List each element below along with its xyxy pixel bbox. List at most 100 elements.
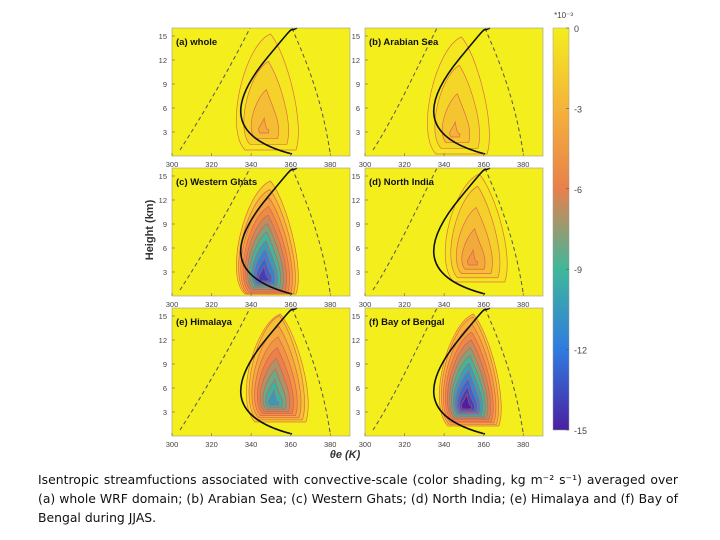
y-tick-label: 3 bbox=[356, 128, 360, 137]
x-tick-label: 340 bbox=[438, 300, 451, 309]
x-axis-label: θe (K) bbox=[330, 449, 361, 461]
theta-e-profile bbox=[239, 27, 298, 155]
panel-frame bbox=[171, 307, 351, 437]
x-tick-label: 320 bbox=[398, 440, 411, 449]
panel-frame bbox=[171, 27, 351, 157]
y-tick-label: 6 bbox=[356, 244, 360, 253]
y-tick-label: 9 bbox=[356, 360, 360, 369]
panel-frame bbox=[364, 307, 544, 437]
theta-e-profile bbox=[239, 167, 298, 295]
x-tick-label: 320 bbox=[398, 300, 411, 309]
x-tick-label: 300 bbox=[166, 160, 179, 169]
y-tick-label: 12 bbox=[352, 336, 360, 345]
contour-level bbox=[441, 93, 470, 144]
x-tick-label: 300 bbox=[166, 440, 179, 449]
x-tick-label: 320 bbox=[205, 160, 218, 169]
x-tick-label: 380 bbox=[517, 160, 530, 169]
y-tick-label: 15 bbox=[352, 312, 360, 321]
panel-e: (e) Himalaya 3 6 9 12 15 300 320 340 360 380 bbox=[159, 307, 351, 449]
x-tick-label: 380 bbox=[324, 440, 337, 449]
panel-d: (d) North India 3 6 9 12 15 300 320 340 360 380 bbox=[352, 167, 544, 309]
contour-level bbox=[258, 116, 270, 134]
panel-frame bbox=[171, 167, 351, 297]
y-tick-label: 9 bbox=[163, 360, 167, 369]
panel-c: (c) Western Ghats 3 6 9 12 15 300 320 340 360 380 bbox=[159, 167, 351, 309]
y-tick-label: 6 bbox=[356, 384, 360, 393]
x-tick-label: 340 bbox=[245, 300, 258, 309]
colorbar-tick-label: -6 bbox=[574, 185, 582, 195]
dashed-envelope bbox=[372, 27, 524, 153]
theta-e-profile bbox=[432, 27, 491, 155]
panel-title: (c) Western Ghats bbox=[176, 177, 257, 188]
y-tick-label: 9 bbox=[163, 220, 167, 229]
contour-level bbox=[449, 120, 461, 138]
colorbar-tick-label: -9 bbox=[574, 265, 582, 275]
x-tick-label: 300 bbox=[359, 160, 372, 169]
y-tick-label: 3 bbox=[163, 408, 167, 417]
y-tick-label: 6 bbox=[356, 104, 360, 113]
panel-frame bbox=[364, 167, 544, 297]
x-tick-label: 360 bbox=[477, 440, 490, 449]
panel-a: (a) whole 3 6 9 12 15 300 320 340 360 380 bbox=[159, 27, 351, 169]
x-tick-label: 360 bbox=[284, 160, 297, 169]
y-tick-label: 12 bbox=[352, 56, 360, 65]
x-tick-label: 380 bbox=[324, 160, 337, 169]
x-tick-label: 340 bbox=[245, 160, 258, 169]
x-tick-label: 360 bbox=[477, 160, 490, 169]
panel-title: (a) whole bbox=[176, 37, 217, 48]
theta-e-profile bbox=[239, 307, 298, 435]
y-tick-label: 9 bbox=[356, 80, 360, 89]
x-tick-label: 360 bbox=[284, 300, 297, 309]
x-tick-label: 300 bbox=[359, 440, 372, 449]
panel-b: (b) Arabian Sea 3 6 9 12 15 300 320 340 360 380 bbox=[352, 27, 544, 169]
y-tick-label: 12 bbox=[159, 196, 167, 205]
x-tick-label: 300 bbox=[166, 300, 179, 309]
contour-level bbox=[461, 392, 473, 410]
contour-level bbox=[467, 248, 479, 266]
x-tick-label: 380 bbox=[517, 440, 530, 449]
x-tick-label: 300 bbox=[359, 300, 372, 309]
theta-e-profile bbox=[432, 167, 491, 295]
colorbar-tick-label: 0 bbox=[574, 24, 579, 34]
dashed-envelope bbox=[372, 307, 524, 433]
dashed-envelope bbox=[372, 167, 524, 293]
theta-e-profile bbox=[432, 307, 491, 435]
y-tick-label: 12 bbox=[159, 56, 167, 65]
y-tick-label: 3 bbox=[356, 268, 360, 277]
x-tick-label: 320 bbox=[398, 160, 411, 169]
dashed-envelope bbox=[179, 167, 331, 293]
y-tick-label: 15 bbox=[352, 32, 360, 41]
y-tick-label: 3 bbox=[163, 128, 167, 137]
figure-caption: Isentropic streamfuctions associated wit… bbox=[38, 472, 678, 525]
dashed-envelope bbox=[179, 27, 331, 153]
y-axis-label: Height (km) bbox=[144, 199, 156, 260]
colorbar-exponent: *10⁻³ bbox=[554, 11, 573, 20]
x-tick-label: 380 bbox=[517, 300, 530, 309]
x-tick-label: 320 bbox=[205, 300, 218, 309]
x-tick-label: 360 bbox=[477, 300, 490, 309]
y-tick-label: 15 bbox=[159, 172, 167, 181]
y-tick-label: 6 bbox=[163, 244, 167, 253]
contour-level bbox=[461, 228, 486, 270]
y-tick-label: 9 bbox=[163, 80, 167, 89]
contour-level bbox=[268, 388, 280, 406]
colorbar-tick-label: -3 bbox=[574, 104, 582, 114]
y-tick-label: 15 bbox=[159, 32, 167, 41]
y-tick-label: 15 bbox=[352, 172, 360, 181]
y-tick-label: 12 bbox=[352, 196, 360, 205]
contour-level bbox=[250, 89, 279, 140]
panel-title: (b) Arabian Sea bbox=[369, 37, 439, 48]
x-tick-label: 360 bbox=[284, 440, 297, 449]
panel-title: (f) Bay of Bengal bbox=[369, 317, 444, 328]
panel-title: (d) North India bbox=[369, 177, 435, 188]
y-tick-label: 6 bbox=[163, 104, 167, 113]
x-tick-label: 340 bbox=[245, 440, 258, 449]
colorbar-bar bbox=[552, 27, 570, 431]
panel-frame bbox=[364, 27, 544, 157]
y-tick-label: 15 bbox=[159, 312, 167, 321]
y-tick-label: 3 bbox=[356, 408, 360, 417]
y-tick-label: 6 bbox=[163, 384, 167, 393]
x-tick-label: 380 bbox=[324, 300, 337, 309]
y-tick-label: 3 bbox=[163, 268, 167, 277]
